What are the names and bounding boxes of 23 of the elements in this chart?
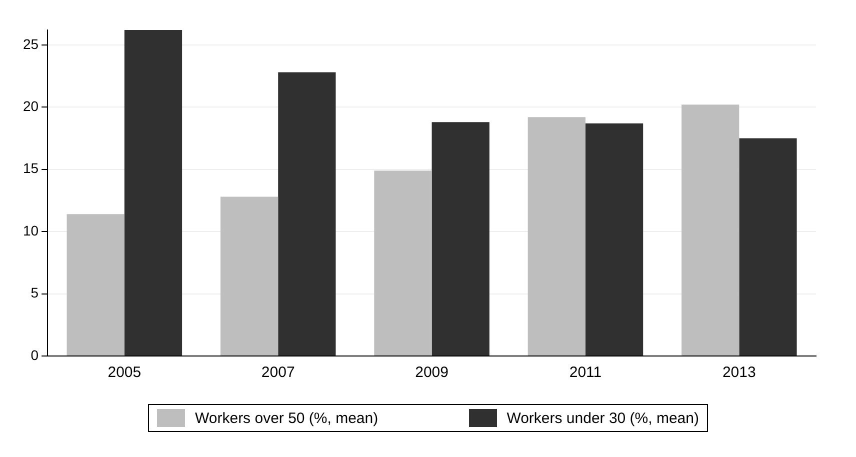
bar xyxy=(220,196,278,356)
y-tick-label: 20 xyxy=(22,98,39,114)
bar xyxy=(528,117,586,356)
legend-label: Workers over 50 (%, mean) xyxy=(195,410,378,426)
bar xyxy=(278,72,336,356)
bar xyxy=(682,104,740,356)
x-tick-label: 2011 xyxy=(569,364,602,382)
bar xyxy=(739,138,797,356)
y-tick-label: 15 xyxy=(22,160,39,176)
bar xyxy=(585,123,644,356)
bar xyxy=(66,214,124,356)
x-tick-label: 2005 xyxy=(108,364,142,382)
x-tick-label: 2009 xyxy=(415,364,448,382)
y-tick-label: 10 xyxy=(22,222,39,238)
bar xyxy=(124,30,182,356)
legend-label: Workers under 30 (%, mean) xyxy=(506,410,699,426)
y-tick-label: 25 xyxy=(22,36,39,52)
bar xyxy=(374,170,432,356)
y-tick-label: 0 xyxy=(30,346,39,363)
x-tick-label: 2007 xyxy=(261,364,295,382)
y-tick-label: 5 xyxy=(30,284,39,301)
bar xyxy=(432,122,490,356)
x-tick-label: 2013 xyxy=(722,364,756,382)
